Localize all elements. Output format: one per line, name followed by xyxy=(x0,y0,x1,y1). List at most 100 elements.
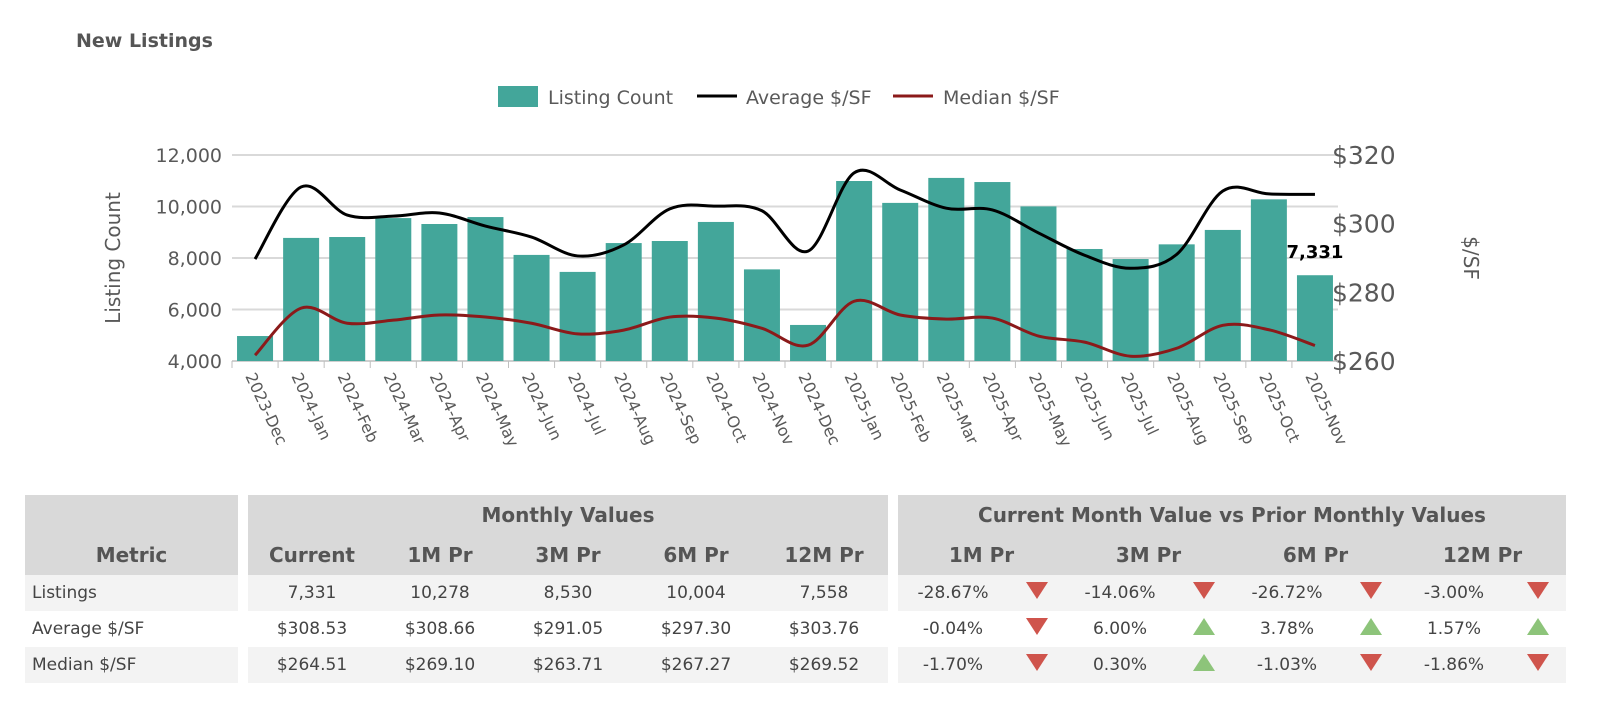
x-tick-label: 2024-Sep xyxy=(656,370,706,448)
x-tick-label: 2024-Jun xyxy=(518,370,566,444)
compare-col-header: 6M Pr xyxy=(1232,535,1399,575)
arrow-down-icon xyxy=(1526,654,1549,671)
change-value: 6.00% xyxy=(1092,619,1147,639)
change-value: 0.30% xyxy=(1065,647,1175,683)
x-tick-label: 2024-Nov xyxy=(748,370,798,448)
compare-col-header: 12M Pr xyxy=(1399,535,1566,575)
monthly-value: $269.52 xyxy=(760,647,888,683)
monthly-value: $303.76 xyxy=(788,619,860,639)
arrow-down-icon xyxy=(1192,582,1215,599)
arrow-up-icon xyxy=(1359,618,1382,635)
x-tick-label: 2024-Feb xyxy=(334,370,383,446)
arrow-down-icon xyxy=(1359,654,1382,671)
y2-axis-title: $/SF xyxy=(1459,236,1483,280)
x-tick-label: 2024-Jan xyxy=(287,370,335,443)
bar xyxy=(559,271,596,361)
bar xyxy=(421,224,458,361)
metric-header-blank xyxy=(25,495,238,535)
x-tick-label: 2025-Jun xyxy=(1071,370,1119,444)
change-value: -1.70% xyxy=(898,647,1008,683)
x-tick-label: 2025-Jul xyxy=(1117,370,1162,438)
arrow-up-icon xyxy=(1526,618,1549,635)
compare-col-header: 3M Pr xyxy=(1065,535,1232,575)
bar xyxy=(790,324,827,361)
monthly-col-header: 6M Pr xyxy=(632,535,760,575)
change-value: 3.78% xyxy=(1259,619,1314,639)
monthly-value: $269.10 xyxy=(376,647,504,683)
bar xyxy=(697,221,734,361)
bar xyxy=(1296,275,1333,361)
bar xyxy=(743,269,780,361)
change-value: -1.03% xyxy=(1232,647,1342,683)
monthly-value: $264.51 xyxy=(248,647,376,683)
x-tick-label: 2025-Sep xyxy=(1209,370,1259,448)
bar xyxy=(1204,229,1241,361)
monthly-value: $267.27 xyxy=(632,647,760,683)
y2-tick-label: $280 xyxy=(1332,278,1396,307)
x-tick-label: 2024-May xyxy=(472,370,523,450)
chart-title: New Listings xyxy=(76,30,213,52)
metric-name: Listings xyxy=(25,575,238,611)
change-value: -1.86% xyxy=(1399,647,1509,683)
monthly-value: $297.30 xyxy=(660,619,732,639)
data-label: 7,331 xyxy=(1286,242,1343,263)
arrow-down-icon xyxy=(1025,654,1048,671)
x-tick-label: 2024-Aug xyxy=(610,370,660,448)
table-row: Average $/SF $308.53 $308.66 $291.05 $297.30… xyxy=(25,611,1566,647)
compare-header: Current Month Value vs Prior Monthly Val… xyxy=(898,495,1566,535)
x-tick-label: 2025-Mar xyxy=(933,370,983,448)
metric-header: Metric xyxy=(25,535,238,575)
metrics-table: Monthly Values Current Month Value vs Pri… xyxy=(25,495,1566,683)
monthly-col-header: 12M Pr xyxy=(760,535,888,575)
legend-average: Average $/SF xyxy=(746,87,872,109)
x-tick-label: 2025-Aug xyxy=(1163,370,1213,448)
x-tick-label: 2024-Jul xyxy=(564,370,609,438)
arrow-up-icon xyxy=(1192,618,1215,635)
change-value: -0.04% xyxy=(922,619,984,639)
bar xyxy=(605,243,642,361)
monthly-value: $308.53 xyxy=(276,619,348,639)
arrow-up-icon xyxy=(1192,654,1215,671)
y2-tick-label: $300 xyxy=(1332,210,1396,239)
monthly-value: 7,558 xyxy=(760,575,888,611)
x-tick-label: 2025-Nov xyxy=(1301,370,1351,448)
y-tick-label: 4,000 xyxy=(168,351,222,373)
monthly-col-header: 1M Pr xyxy=(376,535,504,575)
bar xyxy=(651,241,688,361)
y2-tick-label: $260 xyxy=(1332,347,1396,376)
compare-col-header: 1M Pr xyxy=(898,535,1065,575)
monthly-value: 10,278 xyxy=(376,575,504,611)
bar xyxy=(1250,199,1287,361)
x-tick-label: 2025-May xyxy=(1025,370,1076,450)
y2-tick-label: $320 xyxy=(1332,141,1396,170)
legend-median: Median $/SF xyxy=(943,87,1060,109)
x-tick-label: 2024-Apr xyxy=(426,370,475,445)
bar xyxy=(1066,248,1103,361)
arrow-down-icon xyxy=(1359,582,1382,599)
monthly-value: $263.71 xyxy=(504,647,632,683)
y-tick-label: 10,000 xyxy=(156,197,222,219)
x-tick-label: 2025-Jan xyxy=(840,370,888,443)
bar xyxy=(513,254,550,361)
bar xyxy=(882,202,919,361)
arrow-down-icon xyxy=(1025,618,1048,635)
change-value: -26.72% xyxy=(1232,575,1342,611)
bar xyxy=(836,181,873,361)
change-value: 1.57% xyxy=(1426,619,1481,639)
bar xyxy=(974,182,1011,361)
arrow-down-icon xyxy=(1526,582,1549,599)
legend-swatch-listing-count xyxy=(498,86,538,107)
metric-name: Median $/SF xyxy=(25,647,238,683)
x-tick-label: 2023-Dec xyxy=(241,370,291,448)
x-tick-label: 2025-Feb xyxy=(887,370,936,446)
bar xyxy=(283,237,320,361)
table-row: Listings 7,331 10,278 8,530 10,004 7,558 -28.6… xyxy=(25,575,1566,611)
x-tick-label: 2024-Oct xyxy=(702,370,751,446)
bar xyxy=(375,218,412,361)
change-value: -3.00% xyxy=(1399,575,1509,611)
bar xyxy=(329,237,366,361)
change-value: -28.67% xyxy=(898,575,1008,611)
change-value: -14.06% xyxy=(1065,575,1175,611)
y-tick-label: 6,000 xyxy=(168,300,222,322)
monthly-values-header: Monthly Values xyxy=(248,495,888,535)
